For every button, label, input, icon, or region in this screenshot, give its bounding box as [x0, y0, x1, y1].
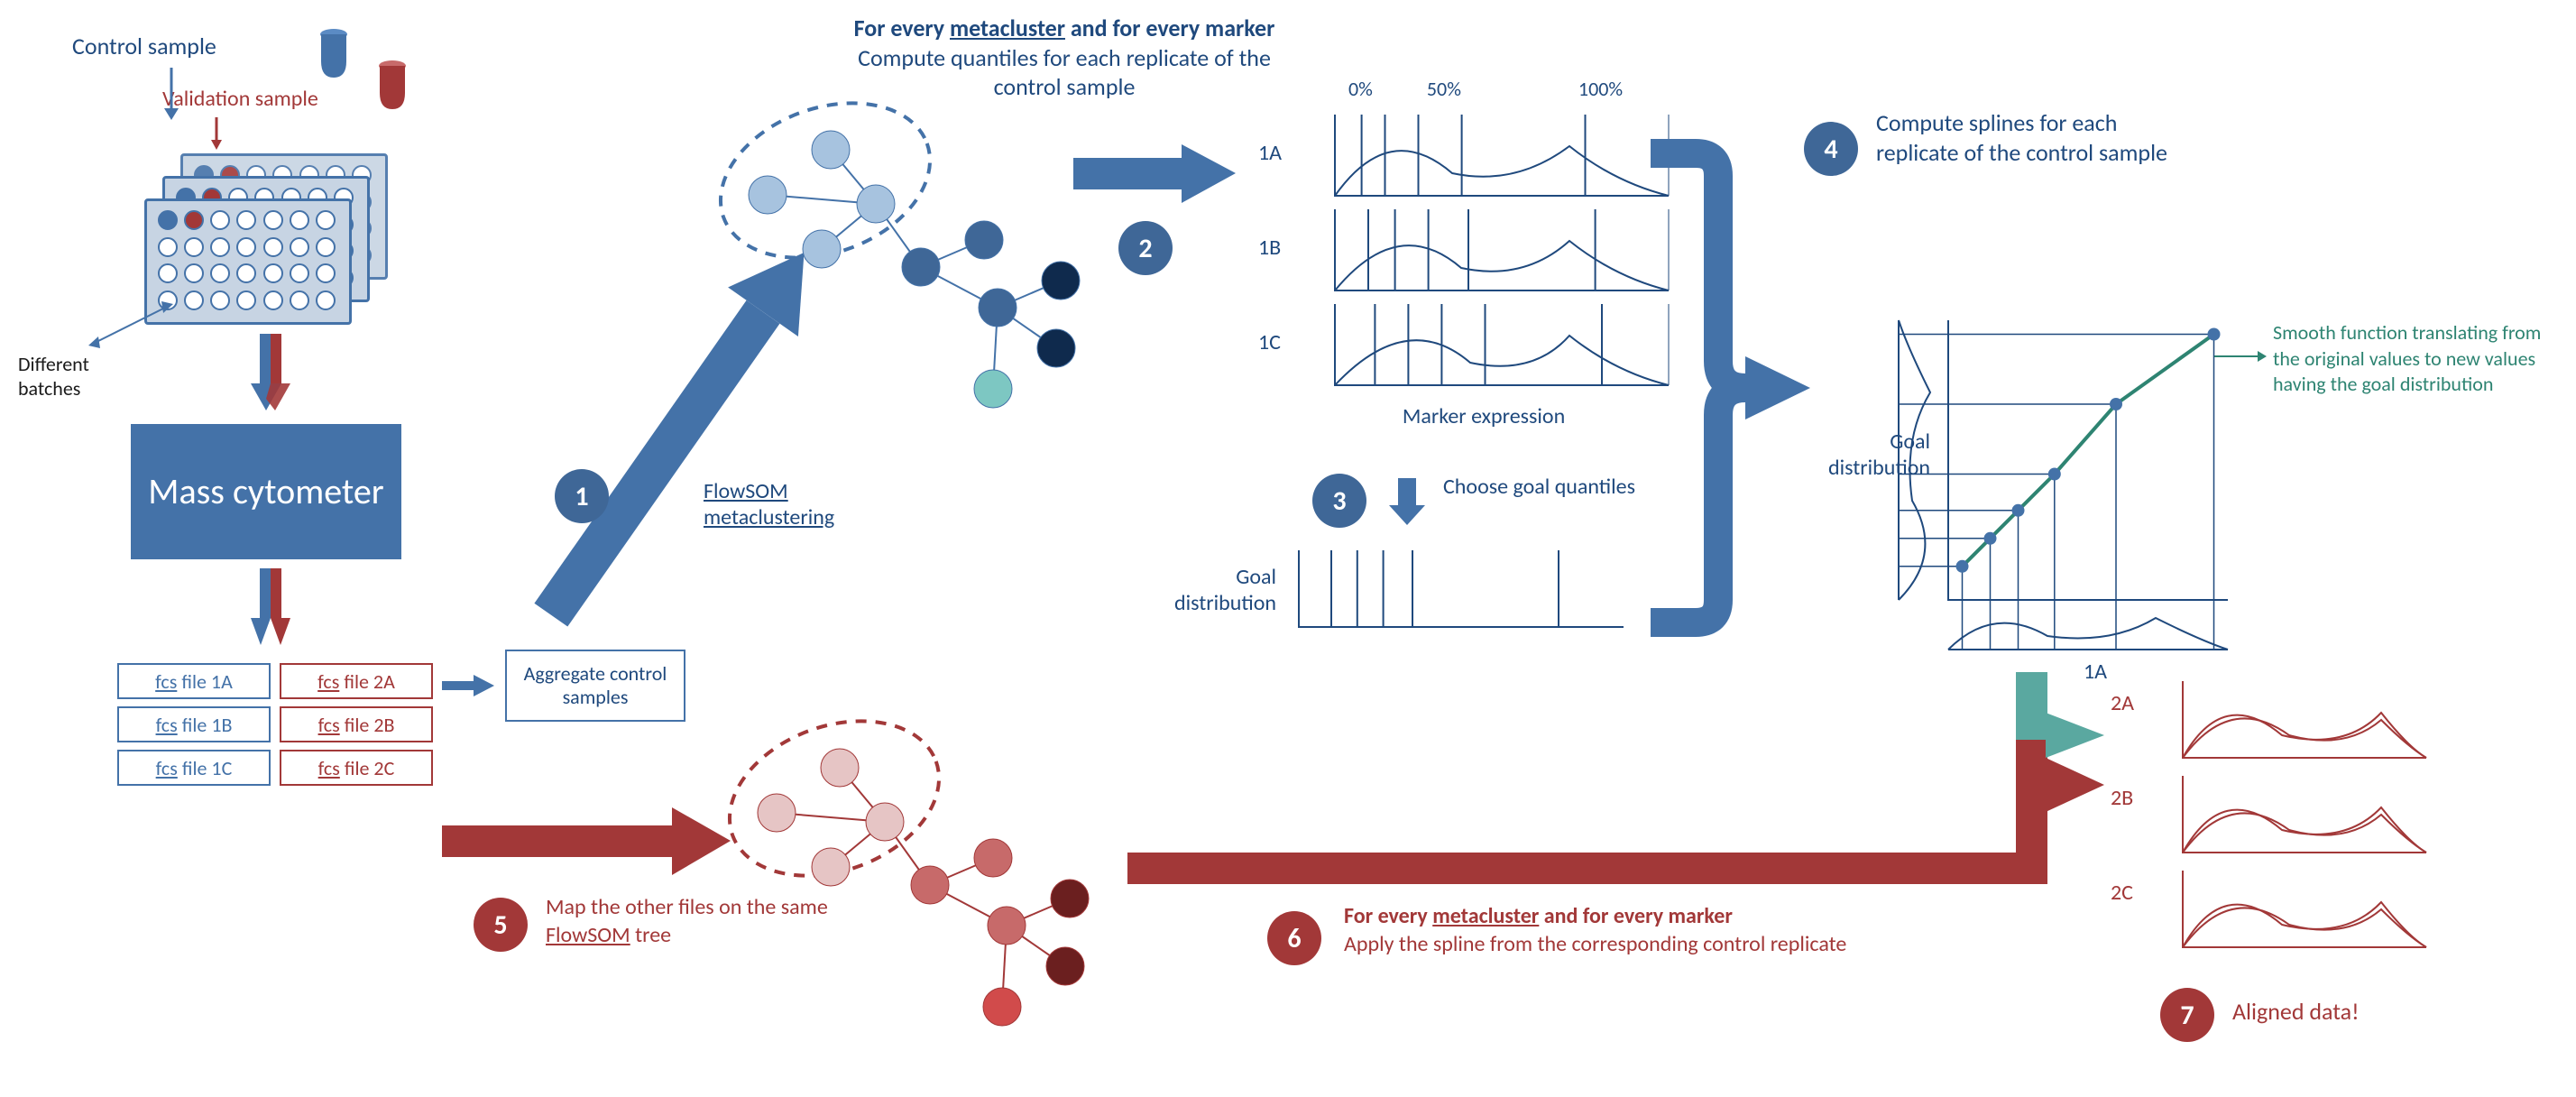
step3-arrow-icon [1385, 478, 1430, 528]
smooth-fn-arrow-icon [2214, 347, 2268, 365]
step6-bar-vertical [2016, 735, 2047, 884]
output-plots-group [2138, 672, 2435, 965]
fcs-file-2b: fcsfile 2B [280, 706, 433, 742]
rep-1a-label: 1A [1258, 140, 1282, 166]
choose-goal-label: Choose goal quantiles [1443, 474, 1635, 500]
fcs-file-1b: fcsfile 1B [117, 706, 271, 742]
pct-100: 100% [1578, 77, 1623, 101]
goal-distribution-label: Goal distribution [1132, 564, 1276, 616]
step2-arrow-icon [1073, 144, 1236, 203]
validation-tube-icon [374, 59, 410, 117]
batches-double-arrow-icon [86, 298, 176, 352]
validation-arrow-down-icon [207, 117, 225, 153]
step-7-badge: 7 [2160, 988, 2214, 1042]
step-5-badge: 5 [474, 898, 528, 952]
bracket-arrow-icon [1745, 356, 1813, 419]
goal-distribution-plot [1290, 546, 1633, 636]
aligned-data-label: Aligned data! [2232, 997, 2360, 1026]
pct-50: 50% [1427, 77, 1461, 101]
spline-y-label: Goal distribution [1804, 429, 1930, 481]
step6-text: For every metacluster and for every mark… [1344, 902, 2065, 958]
step6-arrow-head-icon [2046, 713, 2109, 812]
step-3-badge: 3 [1312, 474, 1366, 528]
validation-sample-label: Validation sample [162, 86, 318, 112]
step-2-badge: 2 [1118, 221, 1173, 275]
mass-cytometer-box: Mass cytometer [131, 424, 401, 559]
flowsom-tree-blue [749, 122, 1109, 419]
step-1-badge: 1 [555, 469, 609, 523]
step6-teal-segment [2016, 672, 2047, 740]
spline-x-label: 1A [2084, 659, 2107, 685]
rep-2c-label: 2C [2111, 880, 2133, 906]
step5-arrow-icon [442, 807, 731, 875]
step-4-badge: 4 [1804, 122, 1858, 176]
pct-0: 0% [1348, 77, 1373, 101]
control-arrow-down-icon [158, 68, 185, 122]
control-sample-label: Control sample [72, 32, 216, 60]
step-6-badge: 6 [1267, 911, 1321, 965]
fcs-file-1c: fcsfile 1C [117, 750, 271, 786]
fcs-file-2c: fcsfile 2C [280, 750, 433, 786]
fcs-file-2a: fcsfile 2A [280, 663, 433, 699]
step6-bar-horizontal [1127, 853, 2047, 884]
flowsom-tree-red [758, 740, 1118, 1037]
quantile-plots-group: 0% 50% 100% Marker expression [1281, 77, 1687, 429]
to-aggregate-arrow-icon [442, 672, 496, 699]
mass-cytometer-label: Mass cytometer [148, 472, 383, 512]
smooth-function-label: Smooth function translating from the ori… [2273, 320, 2562, 398]
fcs-files-group: fcsfile 1A fcsfile 2A fcsfile 1B fcsfile… [117, 663, 433, 786]
rep-2a-label: 2A [2111, 690, 2134, 716]
step4-text: Compute splines for each replicate of th… [1876, 108, 2183, 167]
blue-bracket-icon [1651, 135, 1759, 641]
fcs-file-1a: fcsfile 1A [117, 663, 271, 699]
aggregate-box: Aggregate control samples [505, 650, 685, 722]
marker-expression-label: Marker expression [1281, 403, 1687, 429]
rep-1c-label: 1C [1258, 329, 1281, 355]
plates-down-arrow-icon [244, 334, 298, 415]
rep-2b-label: 2B [2111, 785, 2133, 811]
rep-1b-label: 1B [1258, 235, 1281, 261]
control-tube-icon [316, 27, 352, 86]
step2-text: For every metacluster and for every mark… [848, 14, 1281, 102]
different-batches-label: Different batches [18, 352, 144, 401]
flowsom-metaclustering-label: FlowSOM metaclustering [704, 478, 866, 530]
mass-down-arrow-icon [244, 568, 298, 650]
